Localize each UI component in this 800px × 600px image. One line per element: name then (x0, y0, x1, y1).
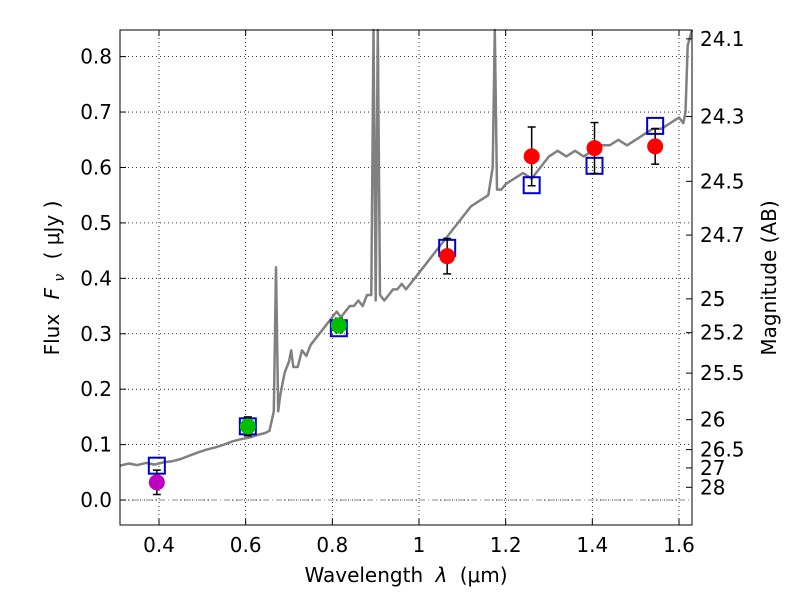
spectrum-layer (119, 28, 694, 467)
magnitude-tick-label: 25.2 (700, 321, 745, 345)
magnitude-tick-label: 25.5 (700, 361, 745, 385)
observed-photometry-point (647, 138, 664, 155)
magnitude-tick-label: 24.7 (700, 223, 745, 247)
magnitude-tick-label: 25 (700, 287, 725, 311)
y-tick-label: 0.5 (80, 211, 112, 235)
plot-frame (119, 29, 693, 526)
x-tick-label: 0.8 (316, 533, 348, 557)
magnitude-tick-label: 24.5 (700, 169, 745, 193)
y-tick-label: 0.2 (80, 377, 112, 401)
y-tick-label: 0.3 (80, 322, 112, 346)
observed-photometry-point (239, 418, 256, 435)
y-tick-label: 0.0 (80, 488, 112, 512)
y-tick-label: 0.1 (80, 433, 112, 457)
magnitude-tick-label: 24.3 (700, 104, 745, 128)
magnitude-tick-label: 27 (700, 456, 725, 480)
ticks-layer: 0.4 0.6 0.8 1 1.2 1.4 1.6 0.0 0.1 0.2 0.3 0.4 0.5 0.6… (80, 27, 744, 557)
y-tick-label: 0.8 (80, 45, 112, 69)
magnitude-tick-label: 28 (700, 475, 725, 499)
x-tick-label: 0.6 (230, 533, 262, 557)
observed-photometry-point (439, 248, 456, 265)
x-tick-label: 0.4 (143, 533, 175, 557)
y-tick-label: 0.4 (80, 266, 112, 290)
x-tick-label: 1.4 (576, 533, 608, 557)
x-tick-label: 1 (413, 533, 426, 557)
spectrum-line (119, 28, 694, 467)
observed-photometry-point (586, 140, 603, 157)
y-tick-label: 0.6 (80, 155, 112, 179)
observed-photometry-point (523, 148, 540, 165)
points-layer (147, 116, 665, 496)
magnitude-tick-label: 26.5 (700, 438, 745, 462)
observed-photometry-point (148, 474, 165, 491)
observed-photometry-point (330, 317, 347, 334)
grid-layer (120, 30, 692, 525)
y-tick-label: 0.7 (80, 100, 112, 124)
y-axis-label: Flux F ν ( μJy ) (40, 201, 69, 356)
magnitude-tick-label: 24.1 (700, 27, 745, 51)
magnitude-axis-label: Magnitude (AB) (757, 200, 781, 355)
x-tick-label: 1.2 (490, 533, 522, 557)
x-axis-label: Wavelength λ (μm) (304, 563, 507, 587)
magnitude-tick-label: 26 (700, 408, 725, 432)
x-tick-label: 1.6 (663, 533, 695, 557)
